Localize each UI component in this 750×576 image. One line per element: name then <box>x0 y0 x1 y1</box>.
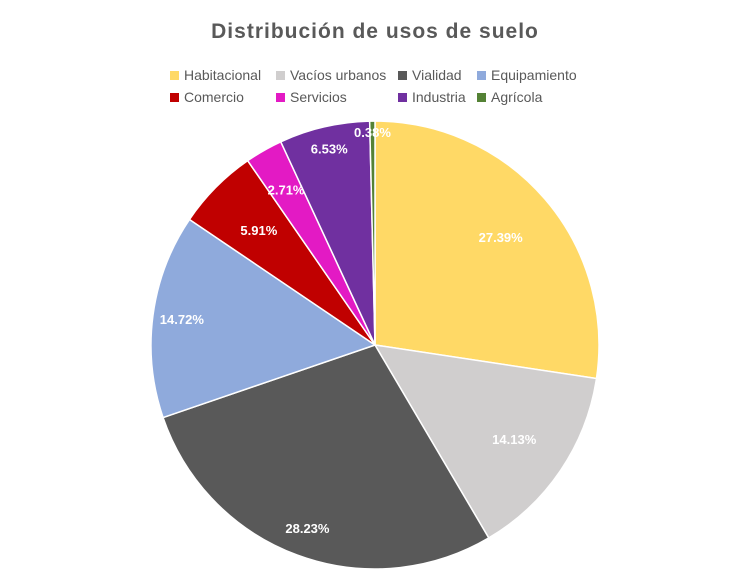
pie-slice <box>374 120 600 380</box>
legend-item: Industria <box>398 88 466 106</box>
legend-swatch <box>170 70 179 80</box>
legend-label: Industria <box>412 89 466 105</box>
slice-data-label: 14.72% <box>160 312 205 327</box>
legend-item: Equipamiento <box>477 66 577 84</box>
legend-label: Agrícola <box>491 89 543 105</box>
pie-slice <box>162 344 490 570</box>
pie-slice <box>150 218 377 419</box>
legend-label: Comercio <box>184 89 244 105</box>
legend-label: Habitacional <box>184 67 262 83</box>
legend-label: Equipamiento <box>491 67 577 83</box>
legend-label: Servicios <box>290 89 347 105</box>
legend-swatch <box>398 92 407 102</box>
slice-data-label: 6.53% <box>311 142 348 157</box>
pie-slice <box>373 344 598 539</box>
slice-data-label: 5.91% <box>240 223 277 238</box>
legend-item: Servicios <box>276 88 347 106</box>
legend-item: Comercio <box>170 88 244 106</box>
chart-title: Distribución de usos de suelo <box>211 20 539 43</box>
pie-slice <box>368 120 376 346</box>
legend-swatch <box>170 92 179 102</box>
legend-swatch <box>477 70 486 80</box>
slice-data-label: 0.38% <box>354 125 391 140</box>
slice-data-label: 28.23% <box>285 521 330 536</box>
legend-label: Vialidad <box>412 67 462 83</box>
legend-swatch <box>276 92 285 102</box>
legend-swatch <box>398 70 407 80</box>
legend-item: Vialidad <box>398 66 462 84</box>
legend: Habitacional Vacíos urbanos Vialidad Equipa… <box>0 0 750 110</box>
legend-item: Vacíos urbanos <box>276 66 386 84</box>
legend-item: Agrícola <box>477 88 542 106</box>
slice-data-label: 2.71% <box>268 182 305 197</box>
legend-label: Vacíos urbanos <box>290 67 387 83</box>
legend-swatch <box>477 92 486 102</box>
slice-data-label: 14.13% <box>492 432 537 447</box>
legend-item: Habitacional <box>170 66 261 84</box>
legend-swatch <box>276 70 285 80</box>
slice-data-label: 27.39% <box>479 230 524 245</box>
